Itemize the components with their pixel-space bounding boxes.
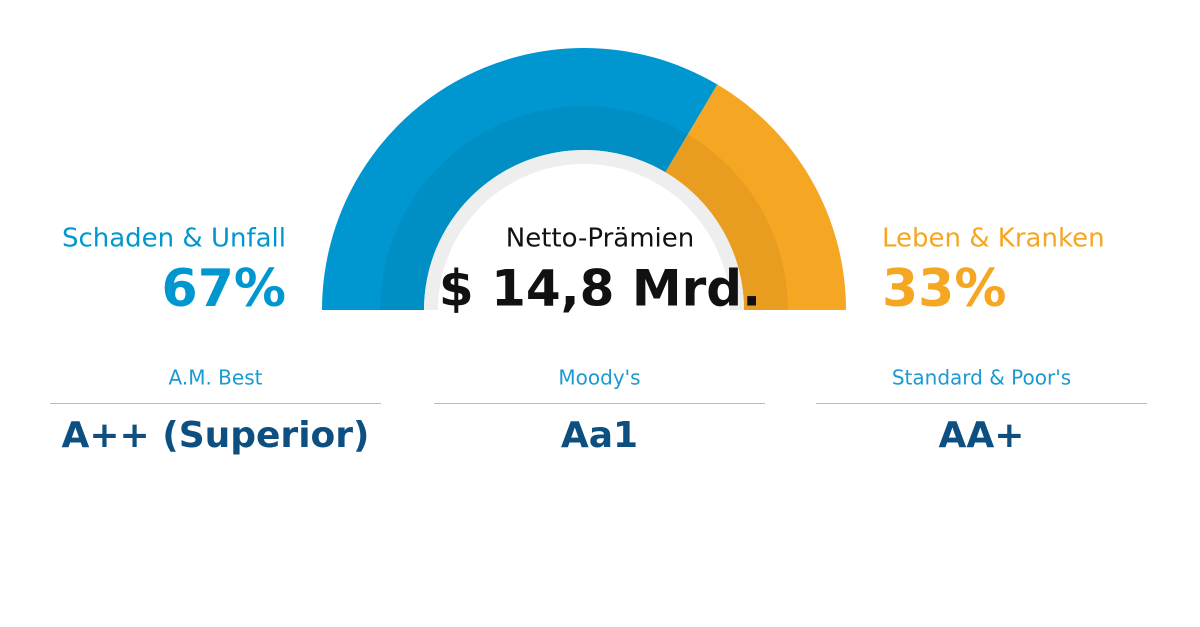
rating-value: Aa1 <box>561 415 638 456</box>
rating-value: A++ (Superior) <box>62 415 370 456</box>
rating-agency: A.M. Best <box>169 366 263 390</box>
center-title: Netto-Prämien <box>506 224 694 254</box>
inner-hole <box>438 164 730 310</box>
value-label: 33% <box>882 259 1006 319</box>
donut-slice <box>665 84 846 310</box>
value-label: 67% <box>162 259 286 319</box>
donut-slice <box>322 48 718 310</box>
rating-value: AA+ <box>939 415 1025 456</box>
center-value: $ 14,8 Mrd. <box>439 260 761 318</box>
rating-agency: Standard & Poor's <box>892 366 1071 390</box>
rating-agency: Moody's <box>558 366 640 390</box>
slice-shade <box>380 106 688 310</box>
category-label: Leben & Kranken <box>882 224 1105 254</box>
slice-shade <box>665 134 788 310</box>
category-label: Schaden & Unfall <box>62 224 286 254</box>
